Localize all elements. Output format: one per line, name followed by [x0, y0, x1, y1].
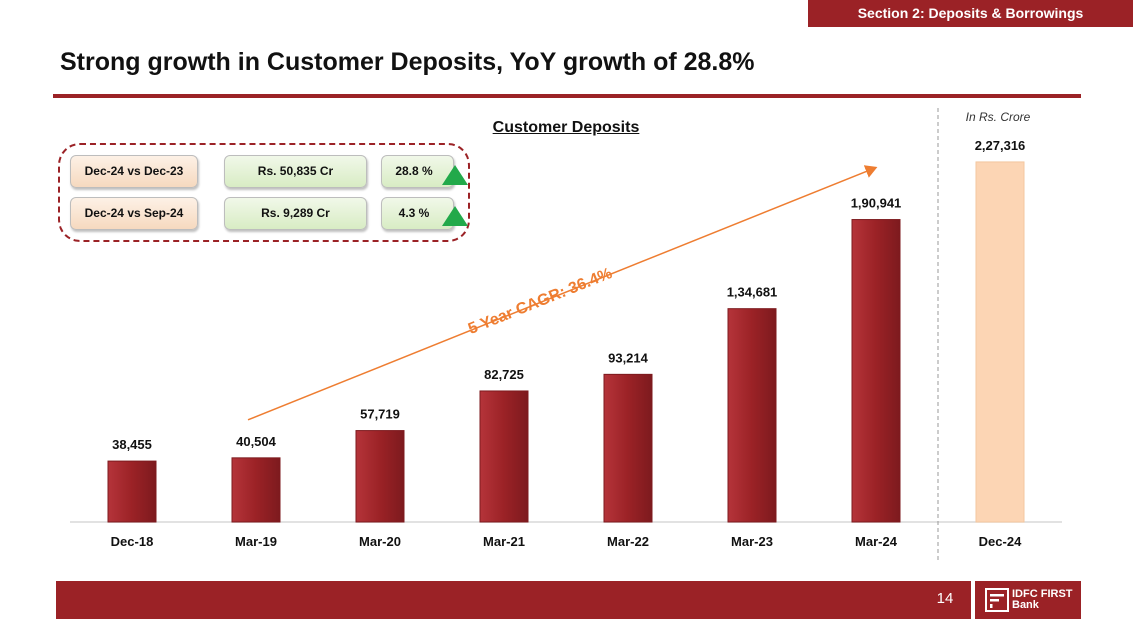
summary-period-2: Dec-24 vs Sep-24: [70, 197, 198, 230]
data-label-Dec-18: 38,455: [112, 437, 152, 452]
summary-growth-2: 4.3 %: [381, 197, 454, 230]
bar-Mar-24: [851, 219, 901, 523]
bar-Dec-24: [975, 161, 1025, 523]
chart-title: Customer Deposits: [492, 119, 640, 136]
tick-label-Mar-24: Mar-24: [855, 534, 898, 549]
tick-label-Mar-19: Mar-19: [235, 534, 277, 549]
cagr-arrow: [247, 165, 878, 421]
data-label-Mar-22: 93,214: [608, 350, 649, 365]
bank-logo-text: IDFC FIRST Bank: [1012, 589, 1073, 611]
bank-logo-line2: Bank: [1012, 599, 1039, 611]
data-label-Mar-24: 1,90,941: [851, 196, 902, 211]
summary-amount-2: Rs. 9,289 Cr: [224, 197, 367, 230]
data-label-Mar-23: 1,34,681: [727, 285, 778, 300]
page-title: Strong growth in Customer Deposits, YoY …: [60, 48, 755, 76]
bar-Mar-20: [355, 430, 405, 523]
tick-label-Mar-20: Mar-20: [359, 534, 401, 549]
data-label-Mar-19: 40,504: [236, 434, 277, 449]
summary-growth-2-value: 4.3 %: [398, 206, 430, 220]
section-tag: Section 2: Deposits & Borrowings: [808, 0, 1133, 27]
summary-growth-1: 28.8 %: [381, 155, 454, 188]
bank-logo-line1: IDFC FIRST: [1012, 588, 1073, 600]
bar-Mar-22: [603, 373, 653, 523]
footer-bar: [56, 581, 971, 619]
bank-logo-icon: [985, 588, 1009, 612]
cagr-annotation: 5 Year CAGR: 36.4%: [466, 265, 615, 338]
tick-label-Mar-22: Mar-22: [607, 534, 649, 549]
up-triangle-icon: [442, 165, 468, 185]
page-number: 14: [936, 590, 954, 607]
summary-growth-1-value: 28.8 %: [395, 164, 433, 178]
summary-period-1: Dec-24 vs Dec-23: [70, 155, 198, 188]
tick-label-Dec-24: Dec-24: [979, 534, 1022, 549]
title-divider: [53, 94, 1081, 98]
data-label-Mar-20: 57,719: [360, 407, 400, 422]
bar-Mar-21: [479, 390, 529, 523]
data-label-Mar-21: 82,725: [484, 367, 524, 382]
tick-label-Mar-23: Mar-23: [731, 534, 773, 549]
bar-Mar-19: [231, 457, 281, 523]
bank-logo: IDFC FIRST Bank: [975, 581, 1081, 619]
unit-label: In Rs. Crore: [965, 110, 1031, 124]
up-triangle-icon: [442, 206, 468, 226]
data-label-Dec-24: 2,27,316: [975, 138, 1026, 153]
tick-label-Dec-18: Dec-18: [111, 534, 154, 549]
bar-Mar-23: [727, 308, 777, 523]
bar-Dec-18: [107, 460, 157, 523]
summary-amount-1: Rs. 50,835 Cr: [224, 155, 367, 188]
tick-label-Mar-21: Mar-21: [483, 534, 525, 549]
summary-box: [58, 143, 470, 242]
